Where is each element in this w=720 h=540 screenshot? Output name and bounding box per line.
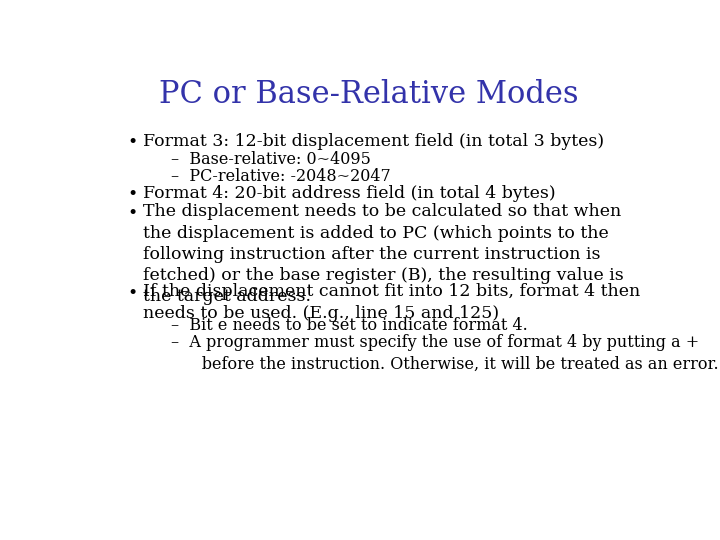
Text: –  A programmer must specify the use of format 4 by putting a +
      before the: – A programmer must specify the use of f… (171, 334, 719, 373)
Text: Format 3: 12-bit displacement field (in total 3 bytes): Format 3: 12-bit displacement field (in … (143, 132, 604, 150)
Text: PC or Base-Relative Modes: PC or Base-Relative Modes (159, 79, 579, 110)
Text: Format 4: 20-bit address field (in total 4 bytes): Format 4: 20-bit address field (in total… (143, 185, 555, 202)
Text: •: • (127, 205, 138, 222)
Text: The displacement needs to be calculated so that when
the displacement is added t: The displacement needs to be calculated … (143, 204, 624, 305)
Text: •: • (127, 285, 138, 302)
Text: –  Bit e needs to be set to indicate format 4.: – Bit e needs to be set to indicate form… (171, 318, 528, 334)
Text: –  PC-relative: -2048~2047: – PC-relative: -2048~2047 (171, 168, 391, 185)
Text: •: • (127, 134, 138, 151)
Text: –  Base-relative: 0~4095: – Base-relative: 0~4095 (171, 151, 372, 168)
Text: •: • (127, 186, 138, 204)
Text: If the displacement cannot fit into 12 bits, format 4 then
needs to be used. (E.: If the displacement cannot fit into 12 b… (143, 284, 640, 322)
